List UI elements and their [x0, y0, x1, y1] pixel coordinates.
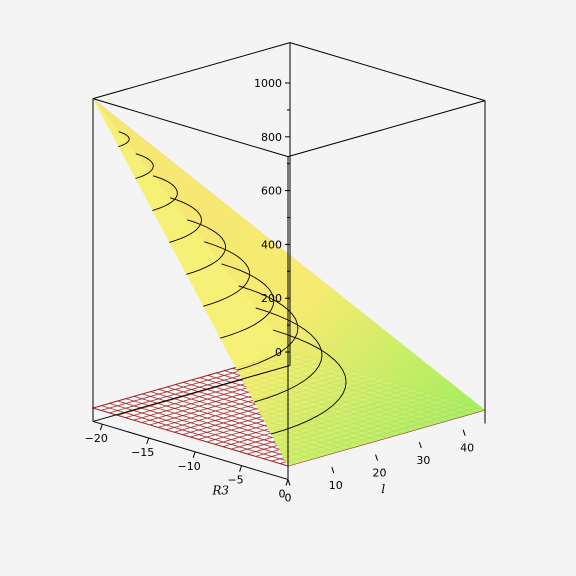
box-edge-bottom-right [92, 420, 289, 480]
l-tick-mark [287, 479, 291, 486]
contour-line [118, 131, 130, 148]
box-front-edges [92, 42, 291, 480]
contour-line [152, 175, 178, 211]
r3-tick-mark [146, 437, 150, 445]
l-tick-mark [462, 429, 466, 436]
l-tick-mark [418, 441, 422, 449]
r3-tick-label: 0 [279, 487, 286, 500]
r3-tick-mark [285, 479, 289, 486]
surface [93, 98, 485, 466]
box-edge-top-back-right [287, 100, 486, 158]
contour-line [169, 197, 202, 243]
surface-front-face [93, 98, 485, 466]
l-tick-label: 20 [373, 467, 387, 480]
l-axis-label: l [381, 482, 385, 496]
contour-line [270, 329, 347, 435]
box-edge-top-front-left [92, 42, 291, 100]
l-tick-mark [375, 454, 379, 461]
contour-line [135, 153, 154, 179]
z-tick-label: 1000 [254, 77, 282, 90]
box-edge-bottom-left [92, 364, 291, 422]
contour-line [236, 285, 299, 371]
l-tick-label: 40 [460, 442, 474, 455]
z-tick-label: 200 [261, 292, 282, 305]
l-tick-mark [331, 466, 335, 474]
l-tick-label: 0 [285, 491, 292, 504]
box-edge-top-front-right [92, 98, 289, 158]
z-tick-label: 800 [261, 131, 282, 144]
l-tick-label: 30 [416, 454, 430, 467]
r3-tick-mark [99, 424, 103, 431]
r3-tick-label: −15 [131, 446, 154, 459]
r3-tick-label: −5 [227, 474, 243, 487]
r3-tick-mark [192, 451, 196, 458]
box-back-edges [287, 42, 486, 424]
contour-line [253, 307, 323, 403]
z-tick-label: 600 [261, 185, 282, 198]
contour-line [186, 219, 227, 275]
contour-line [203, 241, 251, 307]
box-edge-top-back-left [289, 42, 486, 102]
r3-tick-mark [239, 465, 243, 472]
z-tick-label: 0 [275, 346, 282, 359]
r3-tick-label: −10 [178, 460, 201, 473]
r3-tick-label: −20 [85, 432, 108, 445]
axes: 0 200 400 600 800 1000 −20 −15 −10 −5 0 R3 0 10 20 30 40… [85, 77, 474, 504]
r3-axis-label: R3 [211, 484, 229, 498]
l-tick-label: 10 [329, 479, 343, 492]
z-tick-label: 400 [261, 238, 282, 251]
contour-lines [118, 131, 347, 435]
